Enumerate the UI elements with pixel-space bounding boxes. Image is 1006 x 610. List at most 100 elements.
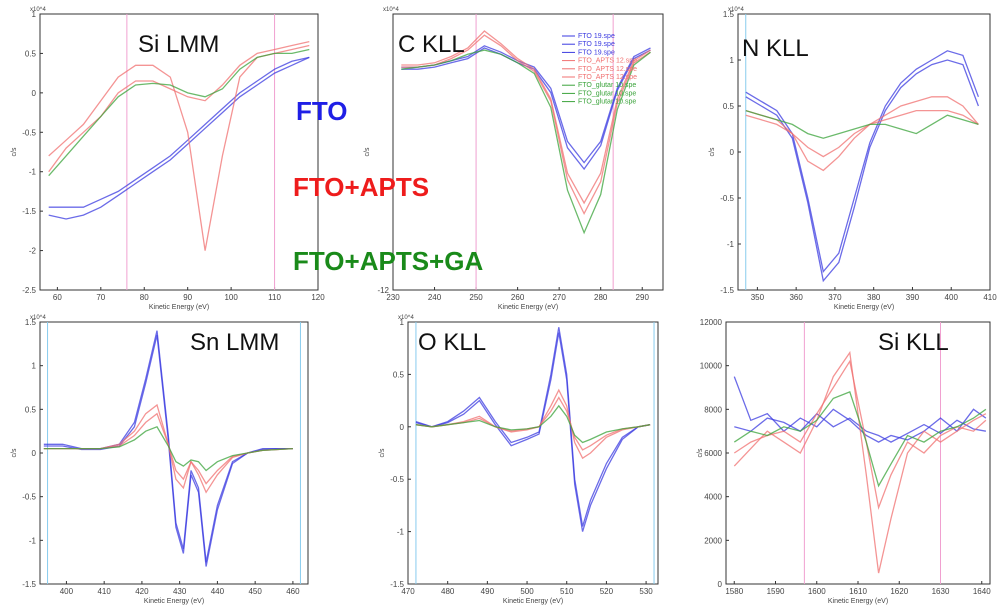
- x-axis-label: Kinetic Energy (eV): [498, 304, 558, 311]
- axes-frame: [725, 321, 991, 585]
- x-tick-label: 280: [594, 293, 608, 302]
- panel-title: N KLL: [742, 35, 809, 62]
- y-tick-label: -1.5: [22, 580, 36, 589]
- x-tick-label: 250: [469, 293, 483, 302]
- legend-entry: FTO 19.spe: [578, 41, 615, 48]
- y-multiplier: x10^4: [30, 7, 46, 13]
- y-axis-label: c/s: [11, 448, 18, 457]
- x-tick-label: 1610: [849, 587, 867, 596]
- x-tick-label: 470: [401, 587, 415, 596]
- y-tick-label: 4000: [704, 493, 722, 502]
- series-line-fto-apts-ga: [401, 49, 651, 235]
- x-tick-label: 270: [552, 293, 566, 302]
- x-tick-label: 1600: [808, 587, 826, 596]
- panel-title: Si LMM: [138, 31, 219, 58]
- x-tick-label: 410: [983, 293, 997, 302]
- x-tick-label: 460: [286, 587, 300, 596]
- x-axis-label: Kinetic Energy (eV): [828, 598, 888, 605]
- x-tick-label: 500: [520, 587, 534, 596]
- x-tick-label: 480: [441, 587, 455, 596]
- series-line-fto: [415, 327, 651, 527]
- y-tick-label: 0: [718, 580, 723, 589]
- x-tick-label: 1630: [932, 587, 950, 596]
- series-line-fto-apts-ga: [745, 109, 979, 139]
- series-line-fto-apts: [48, 40, 310, 173]
- sample-label: FTO+APTS+GA: [293, 246, 483, 276]
- series-line-fto-apts-ga: [48, 48, 310, 177]
- legend-entry: FTO_APTS 12.spe: [578, 74, 637, 81]
- x-tick-label: 410: [97, 587, 111, 596]
- y-multiplier: x10^4: [30, 315, 46, 321]
- legend-entry: FTO_glutar 10.spe: [578, 82, 636, 89]
- sample-label: FTO+APTS: [293, 172, 429, 202]
- series-line-fto: [48, 56, 310, 220]
- y-tick-label: 10000: [700, 362, 723, 371]
- legend-entry: FTO 19.spe: [578, 49, 615, 56]
- x-tick-label: 490: [481, 587, 495, 596]
- panel-title: C KLL: [398, 31, 465, 58]
- x-tick-label: 120: [311, 293, 325, 302]
- legend-entry: FTO_APTS 12.spe: [578, 58, 637, 65]
- x-tick-label: 400: [60, 587, 74, 596]
- x-tick-label: 1620: [890, 587, 908, 596]
- panel-c-kll: 230 240 250 260 270 280 290 -12 x10^4 Kinetic Ene…: [364, 7, 664, 311]
- x-tick-label: 360: [789, 293, 803, 302]
- y-tick-label: -0.5: [22, 128, 36, 137]
- series-line-fto-apts: [401, 30, 651, 205]
- x-tick-label: 100: [224, 293, 238, 302]
- y-tick-label: 12000: [700, 318, 723, 327]
- x-tick-label: 290: [636, 293, 650, 302]
- x-tick-label: 90: [183, 293, 192, 302]
- legend-entry: FTO_glutar 10.spe: [578, 90, 636, 97]
- y-tick-label: -2.5: [22, 286, 36, 295]
- y-tick-label: -0.5: [720, 194, 734, 203]
- legend-entry: FTO 19.spe: [578, 33, 615, 40]
- axes-frame: [392, 13, 664, 291]
- legend-entry: FTO_APTS 12.spe: [578, 66, 637, 73]
- x-axis-label: Kinetic Energy (eV): [503, 598, 563, 605]
- x-tick-label: 370: [828, 293, 842, 302]
- x-tick-label: 430: [173, 587, 187, 596]
- y-tick-label: -1: [727, 240, 735, 249]
- series-line-fto-apts: [745, 109, 979, 158]
- y-tick-label: 8000: [704, 405, 722, 414]
- x-axis-label: Kinetic Energy (eV): [834, 304, 894, 311]
- y-tick-label: 1: [400, 318, 405, 327]
- axes-frame: [407, 321, 659, 585]
- y-tick-label: -12: [377, 286, 389, 295]
- x-tick-label: 1640: [973, 587, 991, 596]
- panel-n-kll: 350 360 370 380 390 400 410 -1.5 -1 -0.5 0 0.5 1 1.5x…: [709, 7, 997, 311]
- x-tick-label: 70: [96, 293, 105, 302]
- y-tick-label: 1: [32, 362, 37, 371]
- panel-si-lmm: 60 70 80 90 100 110 120 -2.5 -2 -1.5 -1 -0.5 0 0.5 1x1…: [11, 7, 325, 311]
- series-line-fto: [745, 50, 980, 274]
- y-tick-label: 0.5: [723, 102, 735, 111]
- y-axis-label: c/s: [11, 147, 18, 156]
- series-line-fto: [733, 376, 987, 443]
- series-line-fto-apts: [733, 359, 987, 510]
- y-tick-label: 1.5: [723, 10, 735, 19]
- panel-title: O KLL: [418, 329, 486, 356]
- sample-label: FTO: [296, 96, 348, 126]
- y-tick-label: -0.5: [22, 493, 36, 502]
- y-tick-label: 1: [730, 56, 735, 65]
- y-tick-label: 6000: [704, 449, 722, 458]
- x-tick-label: 420: [135, 587, 149, 596]
- series-line-fto: [43, 334, 293, 567]
- x-tick-label: 450: [248, 587, 262, 596]
- y-tick-label: 0: [400, 423, 405, 432]
- x-tick-label: 350: [751, 293, 765, 302]
- axes-frame: [39, 13, 319, 291]
- y-tick-label: 0.5: [25, 405, 37, 414]
- x-tick-label: 1580: [725, 587, 743, 596]
- y-multiplier: x10^4: [383, 7, 399, 13]
- x-tick-label: 440: [211, 587, 225, 596]
- y-tick-label: 0: [32, 89, 37, 98]
- y-tick-label: 0: [32, 449, 37, 458]
- panel-si-kll: 1580 1590 1600 1610 1620 1630 1640 0 2000 4000 600…: [697, 318, 991, 605]
- y-axis-label: c/s: [364, 147, 371, 156]
- series-line-fto: [48, 56, 310, 208]
